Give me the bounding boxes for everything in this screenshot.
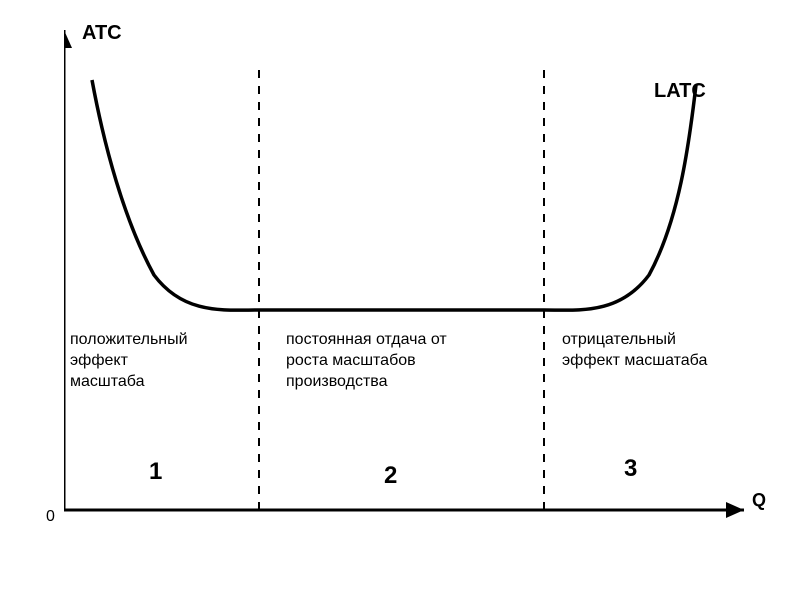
region-2-line1: постоянная отдача от xyxy=(286,330,447,351)
chart-svg xyxy=(64,30,764,540)
region-3-number: 3 xyxy=(624,455,637,483)
region-3-line2: эффект масшатаба xyxy=(562,351,707,372)
region-1-line3: масштаба xyxy=(70,372,188,393)
y-axis-arrow xyxy=(64,30,72,48)
latc-curve xyxy=(92,80,696,310)
origin-label: 0 xyxy=(46,508,55,526)
region-2-number: 2 xyxy=(384,462,397,490)
curve-label: LATC xyxy=(654,80,706,103)
x-axis-label: Q xyxy=(752,490,766,511)
latc-chart: ATC Q 0 LATC положительный эффект масшта… xyxy=(64,30,764,540)
region-1-number: 1 xyxy=(149,458,162,486)
x-axis-arrow xyxy=(726,502,744,518)
region-2-line3: производства xyxy=(286,372,447,393)
region-3-label: отрицательный эффект масшатаба xyxy=(562,330,707,372)
region-1-line2: эффект xyxy=(70,351,188,372)
region-3-line1: отрицательный xyxy=(562,330,707,351)
region-1-label: положительный эффект масштаба xyxy=(70,330,188,392)
region-1-line1: положительный xyxy=(70,330,188,351)
region-2-line2: роста масштабов xyxy=(286,351,447,372)
region-2-label: постоянная отдача от роста масштабов про… xyxy=(286,330,447,392)
y-axis-label: ATC xyxy=(82,22,122,45)
